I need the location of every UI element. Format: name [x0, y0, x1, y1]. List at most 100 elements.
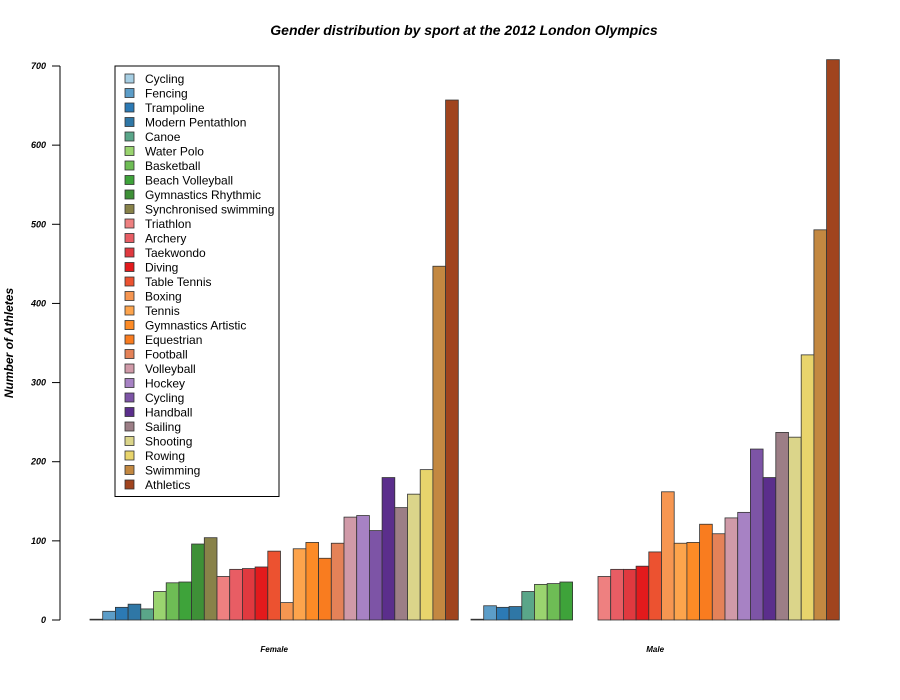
- bar-male-cycling: [470, 618, 485, 621]
- legend-label: Shooting: [145, 435, 192, 449]
- bar-female-sailing: [394, 507, 408, 621]
- legend-label: Football: [145, 348, 188, 362]
- group-label-male: Male: [646, 645, 664, 654]
- group-label-female: Female: [260, 645, 288, 654]
- bar-male-taekwondo: [623, 568, 637, 621]
- bar-female-beach-volleyball: [178, 581, 192, 621]
- y-tick-label: 300: [31, 378, 46, 388]
- bar-female-football: [330, 542, 345, 621]
- bar-male-football: [711, 533, 726, 621]
- bar-female-volleyball: [343, 516, 358, 621]
- bar-male-canoe: [521, 591, 535, 621]
- legend-swatch: [124, 88, 135, 98]
- legend-swatch: [124, 450, 135, 461]
- bar-female-tennis: [292, 548, 307, 621]
- legend-swatch: [124, 146, 135, 156]
- bar-male-archery: [610, 568, 624, 621]
- legend-label: Triathlon: [145, 217, 191, 231]
- y-tick-label: 200: [30, 457, 46, 467]
- legend-swatch: [124, 175, 135, 185]
- legend-swatch: [124, 102, 135, 113]
- legend-swatch: [124, 334, 135, 345]
- bar-female-archery: [229, 568, 243, 621]
- legend-swatch: [124, 218, 135, 229]
- legend-swatch: [124, 131, 135, 142]
- bar-female-trampoline: [115, 606, 129, 621]
- bar-female-diving: [254, 566, 269, 621]
- bar-female-equestrian: [318, 557, 332, 621]
- legend-swatch: [124, 320, 135, 330]
- legend-label: Cycling: [145, 391, 184, 405]
- legend-label: Equestrian: [145, 333, 202, 347]
- bar-female-swimming: [432, 265, 446, 621]
- y-tick-label: 600: [31, 140, 46, 150]
- bar-male-hockey: [737, 511, 751, 621]
- legend-swatch: [124, 407, 135, 417]
- bar-female-rowing: [419, 469, 434, 621]
- group-labels: Female Male: [260, 645, 664, 654]
- bar-male-tennis: [673, 542, 688, 621]
- legend-label: Basketball: [145, 159, 200, 173]
- bar-male-handball: [762, 477, 777, 621]
- bar-female-canoe: [140, 608, 154, 621]
- legend-label: Diving: [145, 261, 178, 275]
- legend-swatch: [124, 363, 135, 374]
- bar-male-equestrian: [699, 523, 713, 621]
- legend-label: Water Polo: [145, 145, 204, 159]
- y-axis: 0 100 200 300 400 500 600 700: [30, 61, 61, 625]
- bar-male-boxing: [661, 491, 675, 621]
- legend-swatch: [124, 465, 135, 475]
- legend-label: Canoe: [145, 130, 181, 144]
- legend-swatch: [124, 189, 135, 200]
- legend-label: Cycling: [145, 72, 184, 86]
- legend-swatch: [124, 479, 135, 490]
- legend-label: Gymnastics Artistic: [145, 319, 246, 333]
- bar-male-volleyball: [724, 517, 739, 621]
- bar-male-table-tennis: [648, 551, 662, 621]
- bar-male-swimming: [813, 229, 828, 621]
- legend-label: Athletics: [145, 478, 190, 492]
- legend-swatch: [124, 305, 135, 316]
- bar-male-beach-volleyball: [559, 581, 574, 621]
- legend-label: Hockey: [145, 377, 185, 391]
- legend-label: Taekwondo: [145, 246, 206, 260]
- legend-label: Table Tennis: [145, 275, 212, 289]
- bar-male-trampoline: [495, 606, 510, 621]
- bar-male-fencing: [483, 605, 497, 621]
- bar-female-taekwondo: [241, 568, 256, 621]
- y-tick-label: 400: [30, 298, 46, 308]
- bar-female-gymnastics-artistic: [305, 542, 319, 621]
- bar-female-basketball: [165, 582, 180, 621]
- y-tick-label: 0: [41, 615, 46, 625]
- legend-swatch: [124, 247, 135, 258]
- bar-female-gymnastics-rhythmic: [191, 543, 205, 621]
- bar-female-water-polo: [153, 591, 167, 621]
- legend-swatch: [124, 349, 135, 359]
- bar-male-cycling: [750, 448, 764, 621]
- legend-label: Synchronised swimming: [145, 203, 274, 217]
- legend-label: Volleyball: [145, 362, 196, 376]
- legend-swatch: [124, 233, 135, 243]
- legend-label: Fencing: [145, 87, 188, 101]
- bar-male-athletics: [826, 59, 840, 621]
- legend-swatch: [124, 204, 135, 214]
- legend-label: Archery: [145, 232, 186, 246]
- legend-label: Tennis: [145, 304, 180, 318]
- legend-label: Boxing: [145, 290, 182, 304]
- legend-label: Sailing: [145, 420, 181, 434]
- bar-female-fencing: [102, 610, 116, 621]
- bar-female-boxing: [280, 602, 294, 621]
- legend-swatch: [124, 276, 135, 287]
- legend-swatch: [124, 392, 135, 403]
- legend-swatch: [124, 262, 135, 272]
- bars: [89, 59, 840, 621]
- legend-label: Modern Pentathlon: [145, 116, 246, 130]
- legend-label: Rowing: [145, 449, 185, 463]
- legend-swatch: [124, 160, 135, 171]
- chart-title: Gender distribution by sport at the 2012…: [270, 22, 658, 38]
- bar-male-modern-pentathlon: [508, 606, 523, 621]
- bar-male-rowing: [800, 354, 815, 621]
- legend-box: [114, 65, 280, 497]
- legend-swatch: [124, 378, 135, 388]
